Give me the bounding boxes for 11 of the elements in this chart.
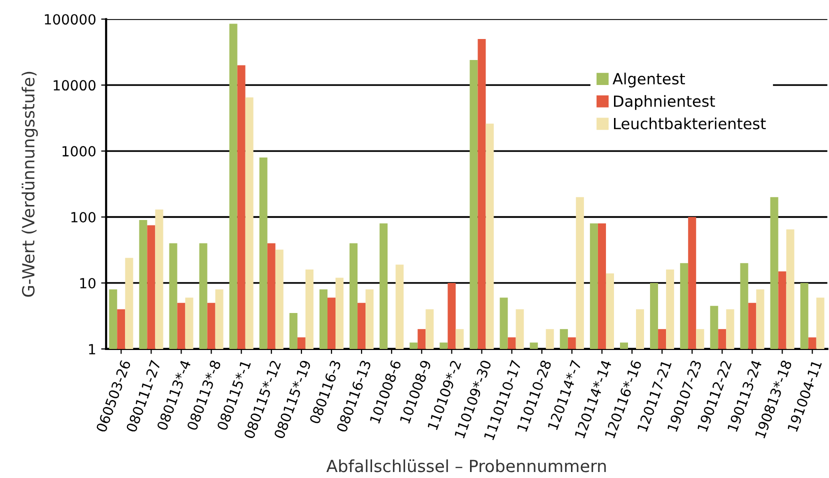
legend-label: Leuchtbakterientest [614, 118, 766, 130]
y-tick-label: 10000 [54, 80, 96, 91]
y-tick-label: 1 [89, 344, 96, 354]
y-tick-label: 100 [71, 212, 96, 222]
x-axis-title: Abfallschlüssel – Probennummern [326, 459, 606, 472]
legend-label: Algentest [612, 72, 685, 88]
y-tick-label: 1000 [62, 146, 96, 157]
y-axis-title: G-Wert (Verdünnungsstufe) [22, 72, 38, 297]
y-tick-label: 100000 [44, 14, 96, 25]
legend-label: Daphnientest [614, 95, 716, 110]
y-tick-label: 10 [80, 278, 96, 288]
